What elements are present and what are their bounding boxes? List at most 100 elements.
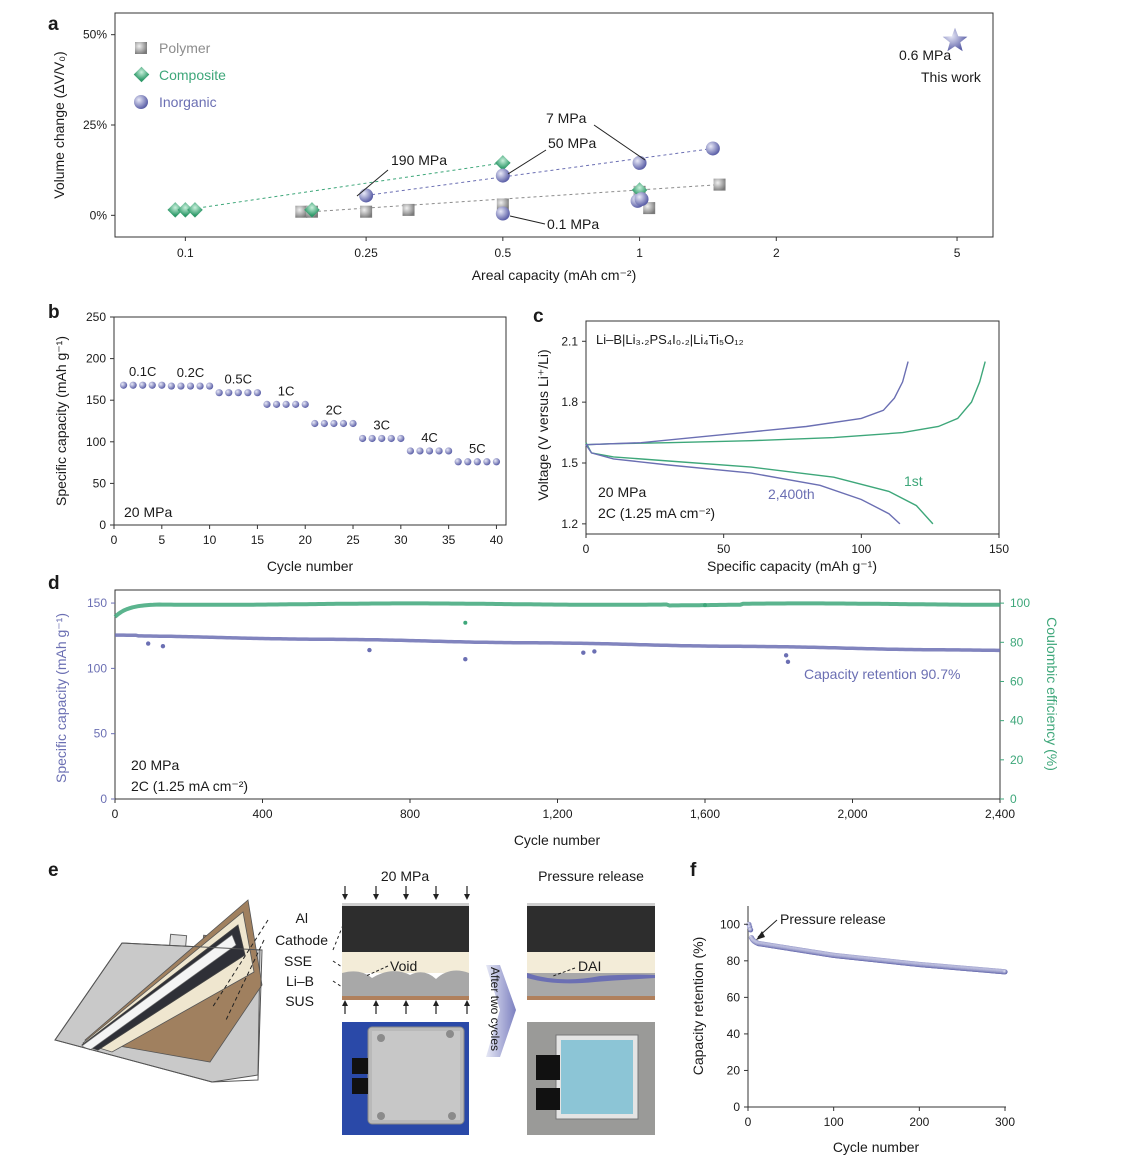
y-tick-label: 40 bbox=[727, 1027, 741, 1041]
rate-point bbox=[454, 458, 462, 466]
this-work-pressure: 0.6 MPa bbox=[899, 47, 951, 63]
annotation-50mpa: 50 MPa bbox=[548, 135, 596, 151]
rate-label: 1C bbox=[278, 383, 295, 398]
photo-released-cell bbox=[527, 1022, 655, 1135]
layer-label-sse: SSE bbox=[284, 953, 312, 969]
rate-point bbox=[292, 400, 300, 408]
y-tick-label: 1.5 bbox=[561, 456, 578, 470]
x-tick-label: 20 bbox=[299, 533, 313, 547]
after-two-cycles-label: After two cycles bbox=[488, 967, 502, 1051]
point-polymer bbox=[643, 202, 656, 215]
x-tick-label: 1 bbox=[636, 246, 643, 260]
rate-point bbox=[148, 381, 156, 389]
y2-tick-label: 60 bbox=[1010, 674, 1024, 688]
pressure-arrowhead bbox=[373, 1000, 379, 1006]
rate-point bbox=[244, 389, 252, 397]
x-tick-label: 0.25 bbox=[354, 246, 378, 260]
rate-point bbox=[406, 447, 414, 455]
panel-c-xlabel: Specific capacity (mAh g⁻¹) bbox=[707, 558, 877, 574]
point-composite bbox=[187, 202, 203, 218]
pressure-arrowhead bbox=[433, 1000, 439, 1006]
capacity-outlier bbox=[581, 650, 586, 655]
x-tick-label: 10 bbox=[203, 533, 217, 547]
panel-label-d: d bbox=[48, 573, 60, 594]
x-tick-label: 100 bbox=[851, 542, 871, 556]
dai-label: DAI bbox=[578, 958, 601, 974]
point-composite bbox=[177, 202, 194, 218]
void-label: Void bbox=[390, 958, 417, 974]
ce-outlier bbox=[463, 620, 468, 625]
rate-label: 5C bbox=[469, 441, 486, 456]
pressure-arrowhead bbox=[403, 894, 409, 900]
y-tick-label: 0 bbox=[733, 1100, 740, 1114]
x-tick-label: 2,000 bbox=[837, 807, 867, 821]
capacity-outlier bbox=[160, 643, 166, 649]
y-tick-label: 50 bbox=[94, 727, 108, 741]
pressure-arrowhead bbox=[342, 894, 348, 900]
x-tick-label: 0 bbox=[745, 1115, 752, 1129]
rate-point bbox=[416, 447, 424, 455]
point-composite bbox=[304, 202, 320, 218]
rate-point bbox=[225, 389, 233, 397]
panel-d-retention: Capacity retention 90.7% bbox=[804, 666, 960, 682]
panel-c-label-1st: 1st bbox=[904, 473, 923, 489]
y-tick-label: 0 bbox=[99, 518, 106, 532]
x-tick-label: 5 bbox=[158, 533, 165, 547]
y-tick-label: 50 bbox=[93, 476, 107, 490]
x-tick-label: 150 bbox=[989, 542, 1009, 556]
point-polymer bbox=[402, 203, 415, 216]
rate-point bbox=[301, 400, 309, 408]
rate-point bbox=[158, 381, 166, 389]
point-inorganic bbox=[705, 141, 720, 156]
pressure-arrowhead bbox=[464, 894, 470, 900]
y-tick-label: 2.1 bbox=[561, 334, 578, 348]
y-tick-label: 1.2 bbox=[561, 517, 578, 531]
pressure-arrowhead bbox=[342, 1000, 348, 1006]
y-tick-label: 20 bbox=[727, 1063, 741, 1077]
rate-point bbox=[139, 381, 147, 389]
capacity-outlier bbox=[367, 647, 372, 653]
y-tick-label: 150 bbox=[87, 596, 107, 610]
panel-c-frame bbox=[585, 320, 1000, 535]
pressure-arrowhead bbox=[464, 1000, 470, 1006]
panel-b-condition: 20 MPa bbox=[124, 504, 172, 520]
x-tick-label: 0 bbox=[583, 542, 590, 556]
y-tick-label: 100 bbox=[86, 435, 106, 449]
point-inorganic bbox=[359, 188, 374, 203]
rate-label: 0.5C bbox=[225, 372, 252, 387]
panel-a-ylabel: Volume change (ΔV/V₀) bbox=[51, 51, 67, 198]
x-tick-label: 400 bbox=[252, 807, 272, 821]
rate-point bbox=[263, 400, 271, 408]
panel-d-chart: 0 400 800 1,200 1,600 2,000 2,4000501001500204… bbox=[53, 589, 1060, 848]
rate-point bbox=[445, 447, 453, 455]
rate-point bbox=[464, 458, 472, 466]
y-tick-label: 1.8 bbox=[561, 395, 578, 409]
rate-point bbox=[253, 389, 262, 397]
annotation-190mpa: 190 MPa bbox=[391, 152, 447, 168]
panel-b-ylabel: Specific capacity (mAh g⁻¹) bbox=[53, 336, 69, 506]
x-tick-label: 200 bbox=[909, 1115, 929, 1129]
y-tick-label: 100 bbox=[87, 661, 107, 675]
layer-label-lib: Li–B bbox=[286, 973, 314, 989]
legend-composite-label: Composite bbox=[159, 67, 226, 83]
x-tick-label: 0.1 bbox=[177, 246, 194, 260]
capacity-outlier bbox=[785, 659, 791, 665]
y-tick-label: 0 bbox=[100, 792, 107, 806]
trendline-composite bbox=[185, 162, 503, 211]
y2-tick-label: 80 bbox=[1010, 635, 1024, 649]
point-inorganic bbox=[495, 168, 510, 183]
panel-b-frame bbox=[113, 316, 507, 526]
x-tick-label: 2 bbox=[773, 246, 780, 260]
stack-release-title: Pressure release bbox=[538, 868, 644, 884]
rate-point bbox=[129, 381, 137, 389]
panel-f-annotation: Pressure release bbox=[780, 911, 886, 927]
y-tick-label: 200 bbox=[86, 352, 106, 366]
y-tick-label: 80 bbox=[727, 954, 741, 968]
y2-tick-label: 20 bbox=[1010, 753, 1024, 767]
this-work-star bbox=[942, 27, 968, 52]
x-tick-label: 0 bbox=[112, 807, 119, 821]
panel-a-xlabel: Areal capacity (mAh cm⁻²) bbox=[472, 267, 637, 283]
retention-point bbox=[1002, 969, 1008, 975]
